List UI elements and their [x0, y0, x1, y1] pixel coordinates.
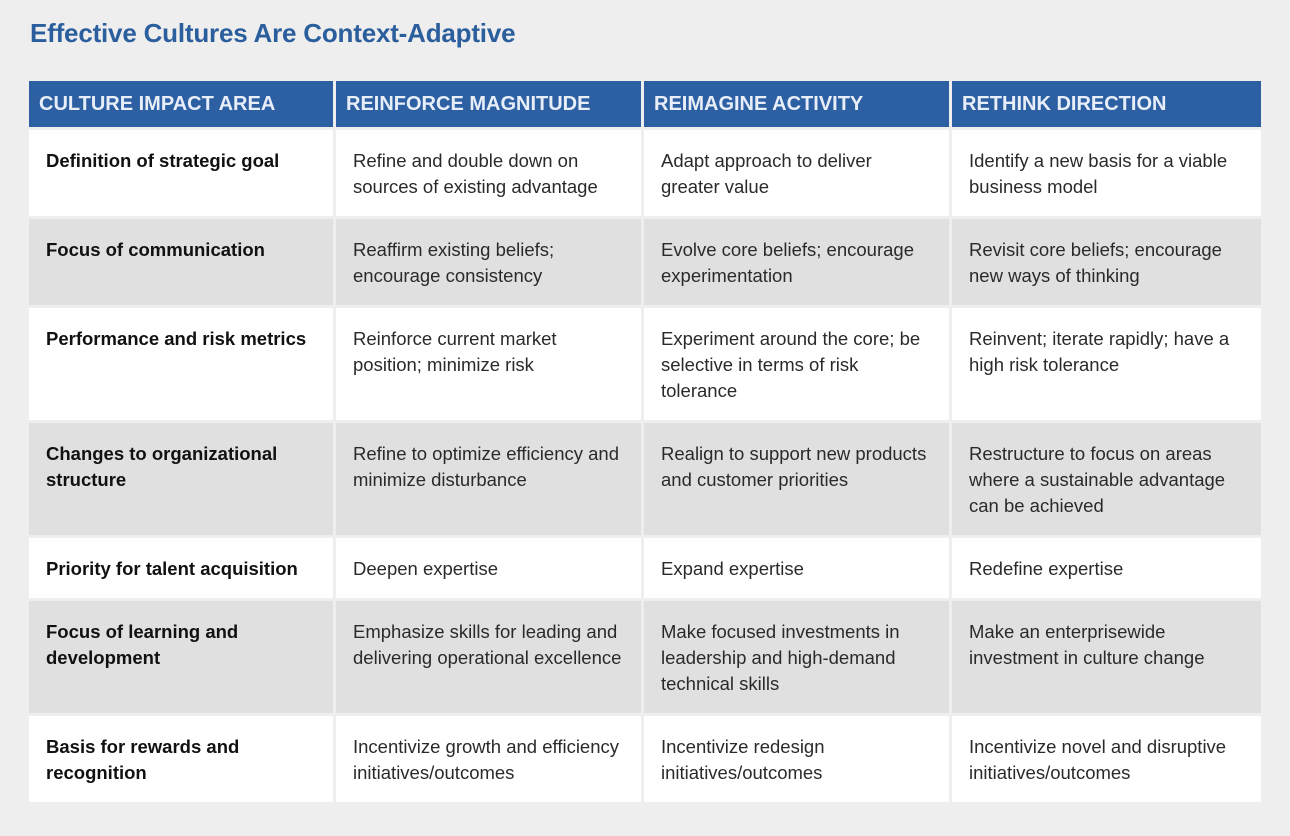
row-label: Focus of communication	[29, 219, 336, 308]
table-cell: Adapt approach to deliver greater value	[644, 130, 952, 219]
page-title: Effective Cultures Are Context-Adaptive	[30, 18, 516, 48]
table-cell: Refine to optimize efficiency and minimi…	[336, 423, 644, 538]
table-row: Changes to organizational structure Refi…	[29, 423, 1261, 538]
table-cell: Experiment around the core; be selective…	[644, 308, 952, 423]
table-cell: Incentivize growth and efficiency initia…	[336, 716, 644, 802]
culture-table: CULTURE IMPACT AREA REINFORCE MAGNITUDE …	[29, 81, 1261, 802]
table-cell: Make an enterprisewide investment in cul…	[952, 601, 1261, 716]
table-row: Focus of communication Reaffirm existing…	[29, 219, 1261, 308]
table-cell: Make focused investments in leadership a…	[644, 601, 952, 716]
row-label: Focus of learning and development	[29, 601, 336, 716]
row-label: Definition of strategic goal	[29, 130, 336, 219]
table-row: Priority for talent acquisition Deepen e…	[29, 538, 1261, 601]
row-label: Priority for talent acquisition	[29, 538, 336, 601]
row-label: Basis for rewards and recognition	[29, 716, 336, 802]
table-cell: Incentivize novel and disruptive initiat…	[952, 716, 1261, 802]
table-cell: Refine and double down on sources of exi…	[336, 130, 644, 219]
table-cell: Reinvent; iterate rapidly; have a high r…	[952, 308, 1261, 423]
header-reimagine-activity: REIMAGINE ACTIVITY	[644, 81, 952, 130]
table-cell: Emphasize skills for leading and deliver…	[336, 601, 644, 716]
table-cell: Redefine expertise	[952, 538, 1261, 601]
table-cell: Evolve core beliefs; encourage experimen…	[644, 219, 952, 308]
header-culture-impact-area: CULTURE IMPACT AREA	[29, 81, 336, 130]
table-row: Focus of learning and development Emphas…	[29, 601, 1261, 716]
table-row: Definition of strategic goal Refine and …	[29, 130, 1261, 219]
header-reinforce-magnitude: REINFORCE MAGNITUDE	[336, 81, 644, 130]
table-cell: Incentivize redesign initiatives/outcome…	[644, 716, 952, 802]
table-row: Performance and risk metrics Reinforce c…	[29, 308, 1261, 423]
table-header-row: CULTURE IMPACT AREA REINFORCE MAGNITUDE …	[29, 81, 1261, 130]
table-cell: Restructure to focus on areas where a su…	[952, 423, 1261, 538]
header-rethink-direction: RETHINK DIRECTION	[952, 81, 1261, 130]
row-label: Performance and risk metrics	[29, 308, 336, 423]
table-cell: Deepen expertise	[336, 538, 644, 601]
table-cell: Realign to support new products and cust…	[644, 423, 952, 538]
table-cell: Identify a new basis for a viable busine…	[952, 130, 1261, 219]
table-cell: Reaffirm existing beliefs; encourage con…	[336, 219, 644, 308]
table-row: Basis for rewards and recognition Incent…	[29, 716, 1261, 802]
table-cell: Reinforce current market position; minim…	[336, 308, 644, 423]
table-cell: Revisit core beliefs; encourage new ways…	[952, 219, 1261, 308]
row-label: Changes to organizational structure	[29, 423, 336, 538]
table-cell: Expand expertise	[644, 538, 952, 601]
